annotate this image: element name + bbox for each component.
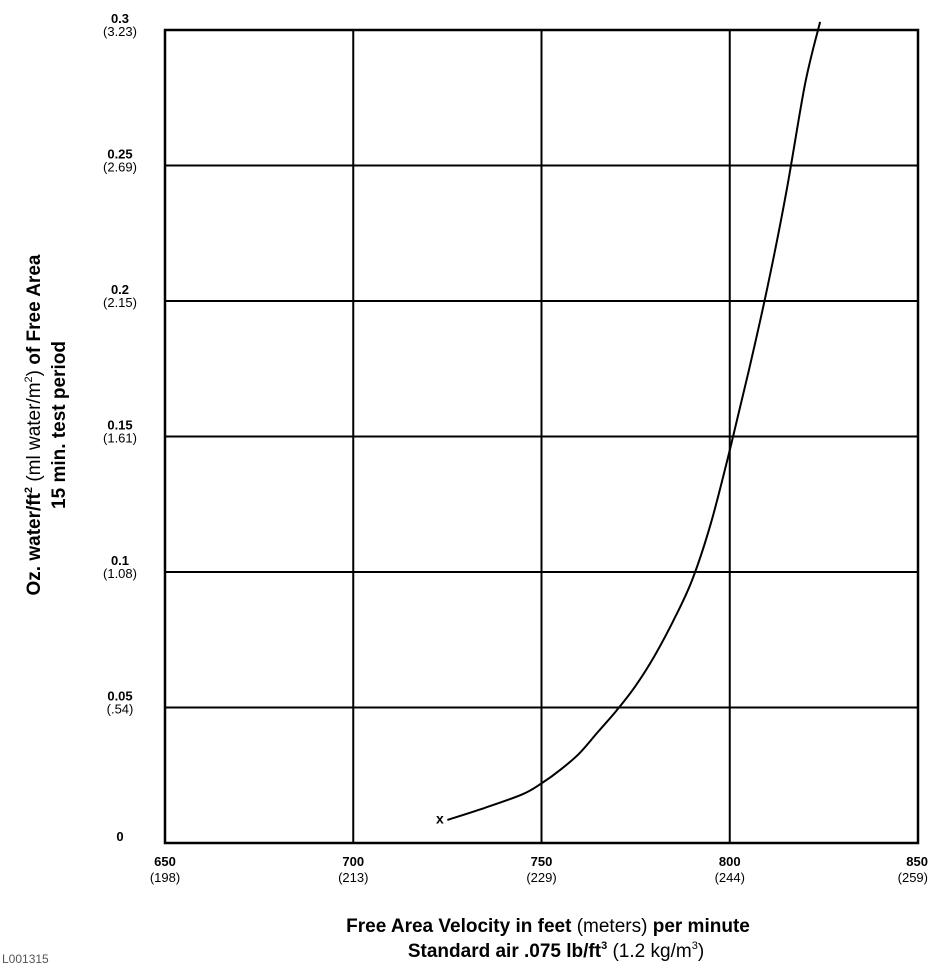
x-tick-label: 700 bbox=[342, 854, 364, 869]
svg-text:Oz. water/ft2 (ml water/m2) of: Oz. water/ft2 (ml water/m2) of Free Area bbox=[23, 254, 45, 595]
y-tick-sublabel: (.54) bbox=[107, 702, 134, 717]
x-tick-labels: 650(198) 700(213) 750(229) 800(244) 850(259) bbox=[150, 854, 928, 885]
grid bbox=[163, 28, 920, 845]
y-tick-labels: 0 0.05(.54) 0.1(1.08) 0.15(1.61) 0.2(2.15) 0.… bbox=[103, 11, 137, 844]
svg-text:Free Area Velocity in feet (me: Free Area Velocity in feet (meters) per … bbox=[346, 916, 750, 937]
y-tick-sublabel: (2.15) bbox=[103, 295, 137, 310]
y-tick-label: 0.25 bbox=[107, 147, 132, 162]
y-tick-label: 0.1 bbox=[111, 553, 129, 568]
figure-id-label: L001315 bbox=[2, 952, 49, 966]
x-tick-sublabel: (259) bbox=[898, 870, 928, 885]
y-tick-label: 0.15 bbox=[107, 418, 132, 433]
series-line-0 bbox=[447, 21, 822, 821]
y-tick-sublabel: (2.69) bbox=[103, 160, 137, 175]
x-tick-sublabel: (229) bbox=[526, 870, 556, 885]
y-tick-label: 0 bbox=[116, 829, 123, 844]
x-tick-sublabel: (198) bbox=[150, 870, 180, 885]
x-tick-label: 850 bbox=[906, 854, 928, 869]
y-tick-label: 0.05 bbox=[107, 689, 132, 704]
y-tick-sublabel: (1.61) bbox=[103, 431, 137, 446]
y-tick-sublabel: (1.08) bbox=[103, 566, 137, 581]
x-tick-label: 800 bbox=[719, 854, 741, 869]
x-tick-sublabel: (213) bbox=[338, 870, 368, 885]
x-axis-title: Free Area Velocity in feet (meters) per … bbox=[346, 916, 750, 962]
svg-text:15 min. test period: 15 min. test period bbox=[49, 341, 70, 509]
start-marker: x bbox=[436, 811, 444, 827]
x-tick-label: 750 bbox=[531, 854, 553, 869]
series-group: x bbox=[436, 21, 822, 827]
y-tick-label: 0.3 bbox=[111, 11, 129, 26]
x-tick-sublabel: (244) bbox=[715, 870, 745, 885]
y-axis-title: Oz. water/ft2 (ml water/m2) of Free Area… bbox=[23, 254, 70, 595]
y-tick-sublabel: (3.23) bbox=[103, 24, 137, 39]
svg-text:Standard air .075 lb/ft3 (1.2: Standard air .075 lb/ft3 (1.2 kg/m3) bbox=[408, 940, 704, 962]
y-tick-label: 0.2 bbox=[111, 282, 129, 297]
plot-frame bbox=[163, 28, 920, 845]
x-tick-label: 650 bbox=[154, 854, 176, 869]
